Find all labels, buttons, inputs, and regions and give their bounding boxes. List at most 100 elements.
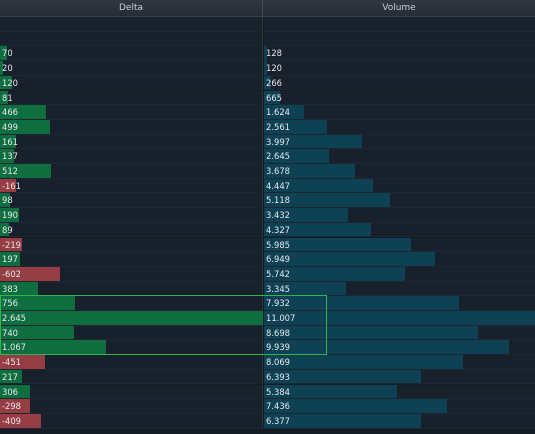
volume-value: 4.327 xyxy=(266,224,290,235)
table-row: -161 4.447 xyxy=(0,178,535,194)
table-row xyxy=(0,31,535,47)
delta-cell: 2.645 xyxy=(0,311,263,326)
volume-cell: 4.327 xyxy=(264,222,535,238)
volume-value: 7.436 xyxy=(266,401,290,412)
volume-value: 3.678 xyxy=(266,166,290,176)
delta-cell: 20 xyxy=(0,61,263,76)
delta-value: 120 xyxy=(2,77,18,88)
delta-value: 161 xyxy=(2,136,18,147)
volume-column-header[interactable]: Volume xyxy=(382,3,416,13)
volume-value: 5.985 xyxy=(266,239,290,250)
delta-value: -161 xyxy=(2,180,22,191)
delta-value: -602 xyxy=(2,268,22,279)
volume-cell: 6.949 xyxy=(264,252,535,267)
volume-value: 7.932 xyxy=(266,298,290,309)
volume-cell xyxy=(264,17,535,32)
volume-value: 8.069 xyxy=(266,357,290,368)
volume-bar xyxy=(264,149,330,163)
volume-cell: 7.932 xyxy=(264,296,535,311)
positive-delta-bar xyxy=(0,281,39,296)
volume-bar xyxy=(264,90,281,105)
volume-cell: 5.985 xyxy=(264,237,535,253)
table-row: 740 8.698 xyxy=(0,325,535,341)
volume-cell: 7.436 xyxy=(264,399,535,414)
positive-delta-bar xyxy=(0,222,9,237)
delta-value: 81 xyxy=(2,92,13,103)
volume-value: 120 xyxy=(266,63,282,74)
volume-value: 5.118 xyxy=(266,195,290,206)
volume-cell: 3.997 xyxy=(264,134,535,150)
delta-cell: 161 xyxy=(0,134,263,150)
delta-cell: 466 xyxy=(0,105,263,120)
delta-cell: 70 xyxy=(0,46,263,62)
positive-delta-bar xyxy=(0,252,20,266)
table-row: 70 128 xyxy=(0,46,535,62)
volume-bar xyxy=(264,340,509,355)
table-row: 190 3.432 xyxy=(0,208,535,223)
volume-value: 3.997 xyxy=(266,136,290,147)
positive-delta-bar xyxy=(0,164,51,178)
volume-bar xyxy=(264,311,535,325)
volume-value: 4.447 xyxy=(266,180,290,191)
volume-bar xyxy=(264,296,460,310)
volume-cell: 5.384 xyxy=(264,384,535,400)
positive-delta-bar xyxy=(0,325,74,340)
positive-delta-bar xyxy=(0,119,50,134)
volume-value: 5.384 xyxy=(266,386,290,397)
volume-value: 9.939 xyxy=(266,342,290,353)
volume-cell: 1.624 xyxy=(264,105,535,120)
delta-column-header[interactable]: Delta xyxy=(0,0,263,17)
delta-cell: 137 xyxy=(0,149,263,164)
positive-delta-bar xyxy=(0,208,19,222)
positive-delta-bar xyxy=(0,149,14,163)
delta-cell: 217 xyxy=(0,369,263,385)
table-row: 1.067 9.939 xyxy=(0,340,535,356)
volume-value: 2.645 xyxy=(266,151,290,162)
volume-cell xyxy=(264,31,535,47)
volume-bar xyxy=(264,413,421,428)
delta-value: 70 xyxy=(2,48,13,59)
delta-cell xyxy=(0,17,263,32)
volume-value: 6.377 xyxy=(266,415,290,426)
delta-cell xyxy=(0,31,263,47)
delta-cell: -409 xyxy=(0,413,263,429)
delta-value: 499 xyxy=(2,121,18,132)
positive-delta-bar xyxy=(0,384,31,399)
table-row: -409 6.377 xyxy=(0,413,535,429)
volume-cell: 5.118 xyxy=(264,193,535,209)
delta-cell: -161 xyxy=(0,178,263,194)
delta-value: 383 xyxy=(2,283,18,294)
negative-delta-bar xyxy=(0,237,22,252)
table-row: -602 5.742 xyxy=(0,266,535,282)
volume-value: 8.698 xyxy=(266,327,290,338)
table-row: -219 5.985 xyxy=(0,237,535,253)
table-row: 120 266 xyxy=(0,75,535,91)
volume-bar xyxy=(264,237,412,252)
volume-cell: 266 xyxy=(264,75,535,91)
volume-bar xyxy=(264,399,448,413)
table-row: 383 3.345 xyxy=(0,281,535,297)
volume-bar xyxy=(264,134,363,149)
volume-value: 1.624 xyxy=(266,107,290,118)
delta-value: -298 xyxy=(2,401,22,412)
positive-delta-bar xyxy=(0,105,47,119)
volume-bar xyxy=(264,75,271,90)
delta-value: 306 xyxy=(2,386,18,397)
positive-delta-bar xyxy=(0,75,12,90)
table-row: 756 7.932 xyxy=(0,296,535,311)
volume-bar xyxy=(264,252,436,266)
delta-value: 740 xyxy=(2,327,18,338)
volume-value: 3.345 xyxy=(266,283,290,294)
delta-cell: -219 xyxy=(0,237,263,253)
table-row: 499 2.561 xyxy=(0,119,535,135)
volume-value: 5.742 xyxy=(266,268,290,279)
table-row: 137 2.645 xyxy=(0,149,535,164)
table-row: 161 3.997 xyxy=(0,134,535,150)
positive-delta-bar xyxy=(0,90,9,105)
table-row: 98 5.118 xyxy=(0,193,535,209)
volume-cell: 8.069 xyxy=(264,355,535,370)
delta-cell: 383 xyxy=(0,281,263,297)
volume-bar xyxy=(264,222,371,237)
volume-value: 665 xyxy=(266,92,282,103)
delta-value: 98 xyxy=(2,195,13,206)
